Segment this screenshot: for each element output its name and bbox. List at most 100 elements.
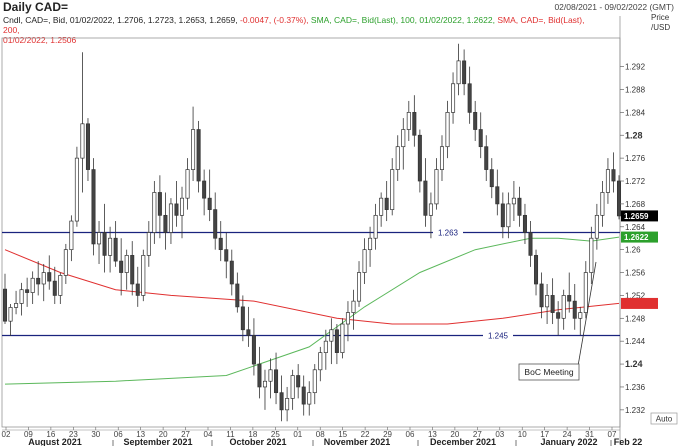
candle (583, 261, 588, 319)
candle-body (102, 232, 107, 256)
candle (58, 272, 63, 305)
y-tick-label: 1.28 (625, 130, 643, 140)
candle (506, 192, 511, 239)
candle-body (489, 169, 494, 188)
candle-body (373, 214, 378, 239)
y-tick-label: 1.26 (625, 246, 641, 255)
candle-body (594, 214, 599, 239)
y-tick-label: 1.24 (625, 359, 643, 369)
candle (605, 158, 610, 204)
candle-body (202, 180, 207, 199)
candle-body (467, 83, 472, 113)
candle (550, 278, 555, 325)
candle-body (583, 272, 588, 313)
x-tick-label: 06 (114, 430, 123, 439)
candle-body (274, 369, 279, 394)
candle-body (451, 83, 456, 113)
candle (578, 306, 583, 336)
candle (616, 175, 622, 220)
plot-area: 1.263 1.245 (1, 16, 622, 445)
price-axis-header: Price /USD (651, 13, 670, 33)
y-tick-label: 1.256 (625, 269, 646, 278)
sma100-line (4, 236, 620, 385)
candle (312, 364, 317, 405)
candle-body (340, 323, 345, 353)
candle (594, 203, 599, 250)
candle-body (74, 157, 79, 222)
candle (611, 152, 616, 193)
x-month-label: December 2021 (430, 437, 496, 446)
candle (202, 169, 207, 216)
candle (534, 249, 539, 296)
candle (229, 249, 234, 296)
candle (74, 146, 79, 227)
candle-body (445, 112, 450, 148)
x-tick-label: 29 (383, 430, 392, 439)
x-month-label: November 2021 (324, 437, 391, 446)
x-tick-label: 04 (204, 430, 213, 439)
candle-body (572, 300, 577, 319)
candle-body (168, 203, 173, 233)
x-tick-label: 10 (518, 430, 527, 439)
candle (191, 106, 196, 182)
candle (329, 318, 334, 365)
candle (462, 49, 467, 96)
candle (572, 283, 577, 330)
candle-body (312, 369, 317, 394)
candle (456, 43, 461, 96)
candle (91, 158, 96, 256)
candle (262, 369, 267, 410)
y-tick-label: 1.272 (625, 177, 646, 186)
y-tick-label: 1.276 (625, 154, 646, 163)
candle (130, 241, 135, 296)
candle-body (80, 123, 85, 159)
candle (218, 221, 223, 262)
candle (235, 272, 240, 313)
x-tick-label: 30 (91, 430, 100, 439)
legend: Cndl, CAD=, Bid, 01/02/2022, 1.2706, 1.2… (3, 15, 603, 45)
candle-body (484, 146, 489, 170)
candle-body (478, 129, 483, 148)
date-range: 02/08/2021 - 09/02/2022 (GMT) (554, 2, 674, 12)
candle-body (301, 386, 306, 405)
candle-body (229, 260, 234, 285)
candle (484, 135, 489, 182)
x-tick-label: 01 (293, 430, 302, 439)
candle-body (462, 60, 467, 85)
candle (97, 221, 102, 264)
candle-body (550, 295, 555, 313)
candle-body (279, 392, 284, 411)
x-tick-label: 27 (181, 430, 190, 439)
candle-body (146, 232, 151, 256)
x-tick-label: 11 (226, 430, 235, 439)
candle (135, 266, 140, 307)
candle-body (390, 169, 395, 210)
price-marker-box (621, 297, 658, 309)
x-tick-label: 09 (24, 430, 33, 439)
candle (318, 346, 323, 382)
candle-body (285, 398, 290, 411)
x-month-label: September 2021 (123, 437, 192, 446)
candle-body (545, 295, 550, 308)
candle (279, 375, 284, 422)
candle-body (318, 352, 323, 371)
horizontal-line-label-bg (483, 330, 513, 341)
candle (511, 181, 516, 222)
candle (213, 192, 218, 250)
candle-body (296, 375, 301, 388)
candle (119, 238, 124, 296)
candle (102, 203, 107, 273)
candle (495, 169, 500, 216)
candle-body (506, 203, 511, 228)
candle (362, 238, 367, 284)
candle (545, 283, 550, 325)
candle (80, 52, 85, 193)
candle-body (517, 197, 522, 216)
candle (589, 226, 594, 284)
auto-button[interactable]: Auto (650, 412, 678, 425)
boc-box (518, 363, 580, 381)
candle-body (41, 272, 46, 285)
candle-body (2, 288, 8, 322)
candle (423, 158, 428, 227)
